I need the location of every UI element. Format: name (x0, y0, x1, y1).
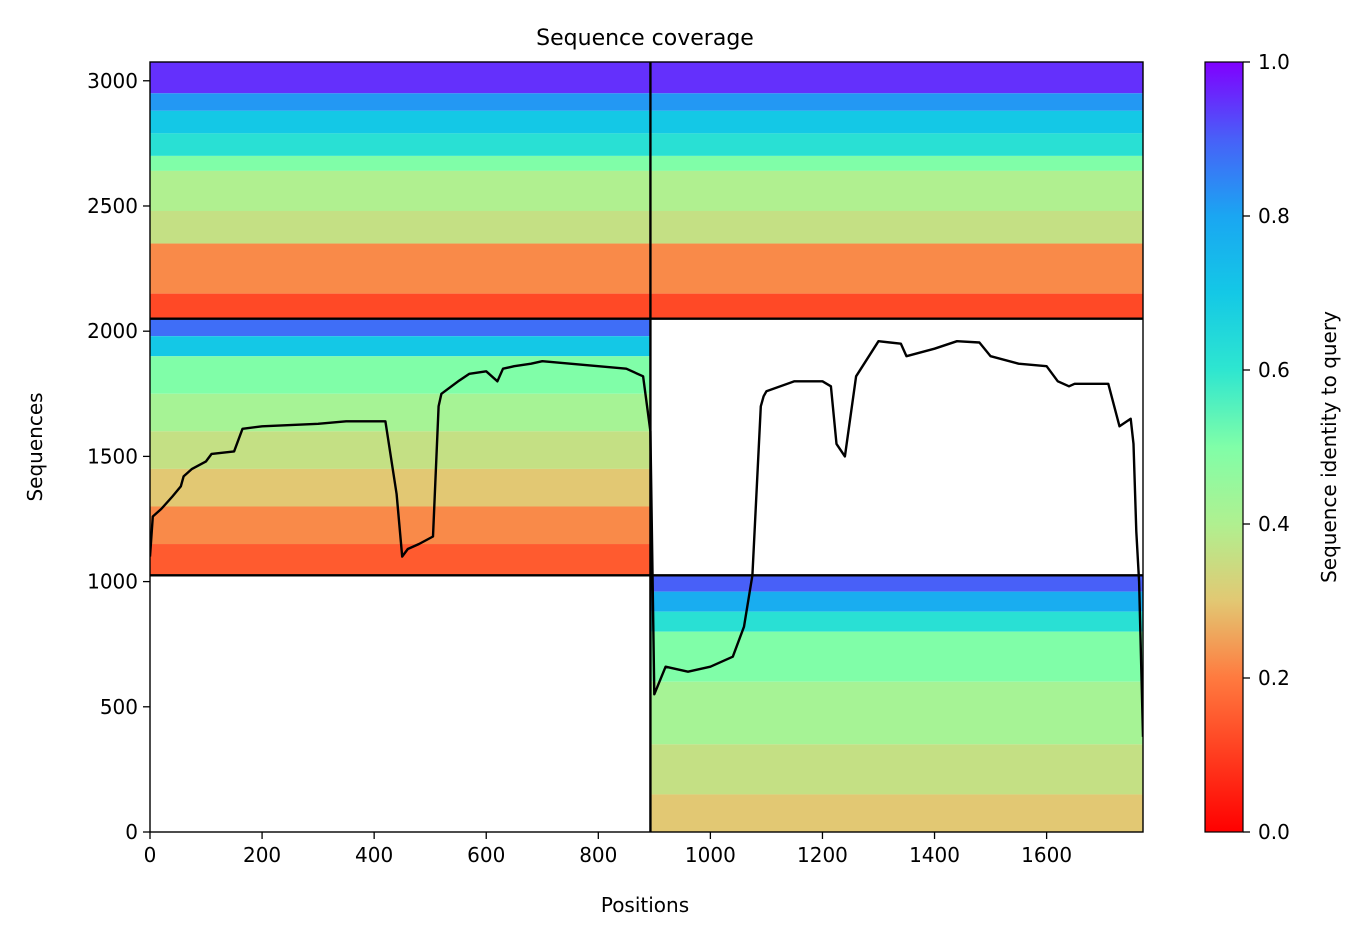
x-tick-label: 600 (467, 843, 505, 867)
colorbar-tick-label: 1.0 (1258, 50, 1290, 74)
msa-band (650, 293, 1143, 319)
msa-band (650, 591, 1143, 612)
msa-band (150, 62, 651, 94)
colorbar-tick-label: 0.8 (1258, 204, 1290, 228)
msa-band (150, 155, 651, 171)
msa-band (150, 318, 651, 337)
msa-band (650, 611, 1143, 632)
msa-band (650, 794, 1143, 832)
msa-band (150, 468, 651, 507)
colorbar-tick-label: 0.0 (1258, 820, 1290, 844)
msa-band (150, 133, 651, 156)
msa-band (150, 243, 651, 294)
x-tick-label: 1600 (1021, 843, 1072, 867)
msa-band (150, 170, 651, 211)
msa-blocks (150, 62, 1143, 832)
msa-band (150, 210, 651, 244)
msa-band (150, 93, 651, 111)
plot-frame (149, 61, 1144, 833)
colorbar-label: Sequence identity to query (1317, 311, 1341, 583)
msa-band (150, 393, 651, 432)
msa-band (650, 93, 1143, 111)
msa-band (650, 210, 1143, 244)
msa-band (650, 110, 1143, 134)
x-tick-label: 0 (144, 843, 157, 867)
x-tick-label: 400 (355, 843, 393, 867)
x-tick-label: 200 (243, 843, 281, 867)
msa-band (150, 431, 651, 469)
colorbar-axis: 0.0 0.2 0.4 0.6 0.8 1.0 (1243, 50, 1290, 844)
y-axis-label: Sequences (23, 392, 47, 501)
chart-title: Sequence coverage (536, 26, 754, 51)
y-tick-label: 1500 (87, 444, 138, 468)
msa-band (150, 356, 651, 394)
msa-band (650, 170, 1143, 211)
msa-band (650, 744, 1143, 795)
msa-band (650, 631, 1143, 682)
y-tick-label: 500 (100, 695, 138, 719)
x-axis: 0 200 400 600 800 1000 1200 1400 1600 (144, 832, 1072, 867)
msa-band (150, 544, 651, 576)
colorbar-tick-label: 0.4 (1258, 512, 1290, 536)
y-tick-label: 0 (125, 820, 138, 844)
colorbar-tick-label: 0.6 (1258, 358, 1290, 382)
x-tick-label: 1000 (685, 843, 736, 867)
msa-band (150, 110, 651, 134)
msa-band (650, 62, 1143, 94)
msa-band (150, 336, 651, 357)
msa-band (650, 681, 1143, 745)
y-tick-label: 1000 (87, 570, 138, 594)
y-tick-label: 3000 (87, 69, 138, 93)
colorbar-tick-label: 0.2 (1258, 666, 1290, 690)
y-axis: 0 500 1000 1500 2000 2500 3000 (87, 69, 150, 844)
msa-band (150, 293, 651, 319)
y-tick-label: 2500 (87, 194, 138, 218)
x-tick-label: 1400 (909, 843, 960, 867)
x-axis-label: Positions (601, 893, 689, 917)
x-tick-label: 1200 (797, 843, 848, 867)
colorbar (1204, 61, 1244, 833)
msa-band (650, 133, 1143, 156)
x-tick-label: 800 (579, 843, 617, 867)
y-tick-label: 2000 (87, 319, 138, 343)
msa-band (650, 575, 1143, 592)
msa-band (650, 155, 1143, 171)
msa-band (650, 243, 1143, 294)
coverage-line (150, 340, 1143, 737)
plot-area (150, 62, 1143, 832)
